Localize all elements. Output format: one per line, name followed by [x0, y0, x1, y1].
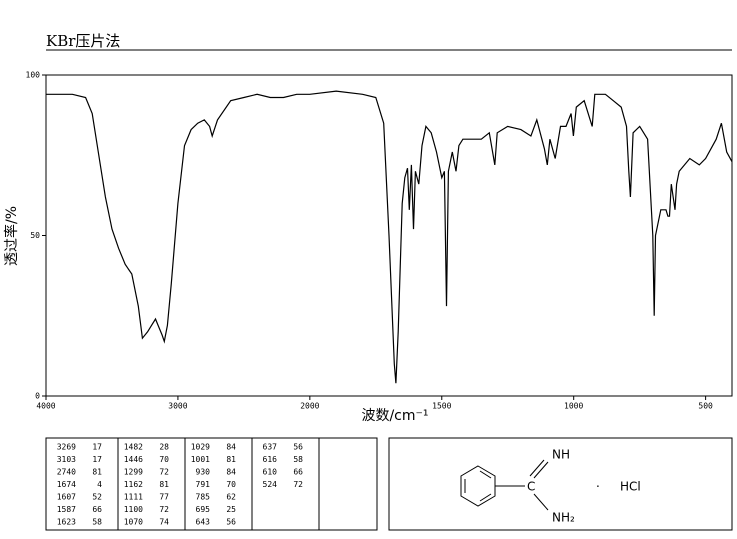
- x-axis-label: 波数/cm⁻¹: [361, 408, 428, 424]
- peak-wavenumber: 1607: [57, 493, 76, 502]
- peak-wavenumber: 610: [263, 468, 278, 477]
- peak-transmittance: 25: [226, 505, 236, 514]
- peak-wavenumber: 1100: [124, 505, 143, 514]
- peak-wavenumber: 1111: [124, 493, 143, 502]
- y-axis-label: 透过率/%: [3, 206, 20, 266]
- y-tick-label: 50: [30, 231, 40, 240]
- peak-transmittance: 52: [92, 493, 102, 502]
- structure-label: NH₂: [552, 511, 575, 525]
- peak-wavenumber: 1674: [57, 480, 76, 489]
- peak-transmittance: 72: [159, 468, 169, 477]
- peak-transmittance: 70: [226, 480, 236, 489]
- title: KBr压片法: [46, 32, 120, 50]
- peak-wavenumber: 3103: [57, 455, 76, 464]
- structure-label: NH: [552, 448, 570, 462]
- peak-transmittance: 81: [159, 480, 169, 489]
- peak-transmittance: 84: [226, 443, 236, 452]
- spectrum-line: [46, 90, 733, 384]
- x-tick-label: 2000: [300, 402, 319, 411]
- x-tick-label: 1500: [432, 402, 451, 411]
- peak-transmittance: 81: [92, 468, 102, 477]
- peak-wavenumber: 1162: [124, 480, 143, 489]
- x-tick-label: 4000: [36, 402, 55, 411]
- y-tick-label: 100: [26, 71, 41, 80]
- structure-label: HCl: [620, 480, 641, 494]
- peak-wavenumber: 1070: [124, 518, 143, 527]
- peak-wavenumber: 2740: [57, 468, 76, 477]
- x-tick-label: 500: [698, 402, 713, 411]
- peak-wavenumber: 1482: [124, 443, 143, 452]
- peak-transmittance: 17: [92, 443, 102, 452]
- x-tick-label: 3000: [168, 402, 187, 411]
- peak-transmittance: 58: [293, 455, 303, 464]
- x-tick-label: 1000: [564, 402, 583, 411]
- peak-wavenumber: 1623: [57, 518, 76, 527]
- peak-wavenumber: 1001: [191, 455, 210, 464]
- peak-wavenumber: 3269: [57, 443, 76, 452]
- peak-wavenumber: 1299: [124, 468, 143, 477]
- peak-wavenumber: 616: [263, 455, 278, 464]
- peak-transmittance: 66: [293, 468, 303, 477]
- peak-transmittance: 62: [226, 493, 236, 502]
- peak-transmittance: 28: [159, 443, 169, 452]
- peak-wavenumber: 643: [196, 518, 211, 527]
- peak-wavenumber: 1029: [191, 443, 210, 452]
- y-tick-label: 0: [35, 392, 40, 401]
- peak-transmittance: 4: [97, 480, 102, 489]
- peak-transmittance: 58: [92, 518, 102, 527]
- peak-transmittance: 66: [92, 505, 102, 514]
- structure-label: C: [527, 480, 535, 494]
- structure-frame: [388, 437, 733, 531]
- peak-transmittance: 70: [159, 455, 169, 464]
- peak-table-frame: [45, 437, 378, 531]
- peak-transmittance: 56: [293, 443, 303, 452]
- peak-wavenumber: 930: [196, 468, 211, 477]
- peak-wavenumber: 1446: [124, 455, 143, 464]
- peak-wavenumber: 791: [196, 480, 211, 489]
- peak-transmittance: 17: [92, 455, 102, 464]
- benzene-ring: [460, 459, 549, 511]
- peak-transmittance: 81: [226, 455, 236, 464]
- peak-transmittance: 74: [159, 518, 169, 527]
- peak-wavenumber: 785: [196, 493, 211, 502]
- structure-label: ·: [596, 480, 600, 494]
- peak-wavenumber: 637: [263, 443, 278, 452]
- peak-wavenumber: 695: [196, 505, 211, 514]
- peak-transmittance: 77: [159, 493, 169, 502]
- peak-transmittance: 84: [226, 468, 236, 477]
- peak-transmittance: 72: [293, 480, 303, 489]
- peak-transmittance: 72: [159, 505, 169, 514]
- peak-wavenumber: 1587: [57, 505, 76, 514]
- peak-wavenumber: 524: [263, 480, 278, 489]
- peak-transmittance: 56: [226, 518, 236, 527]
